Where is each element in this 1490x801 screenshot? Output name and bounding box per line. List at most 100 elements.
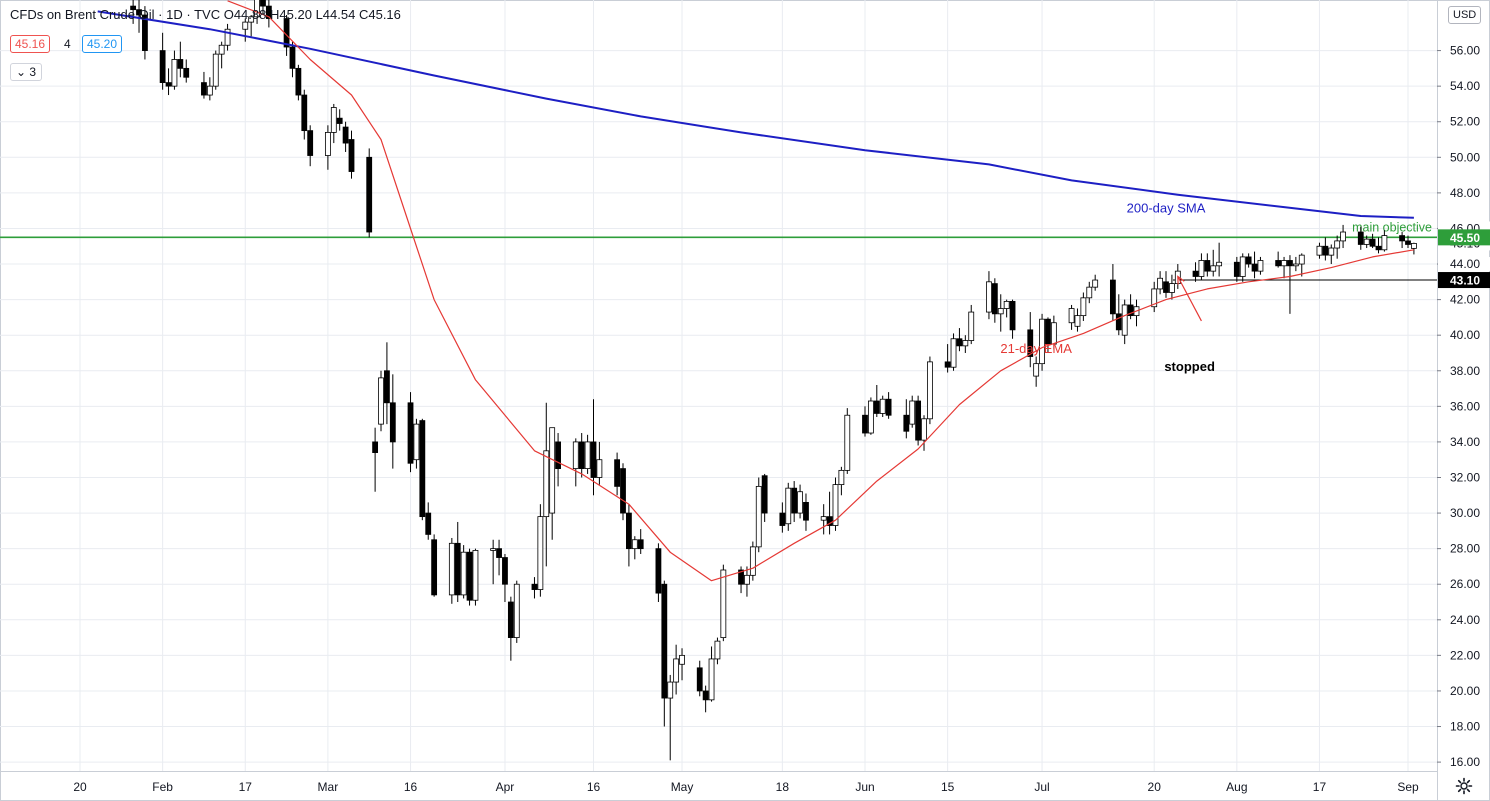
bid-price-chip[interactable]: 45.16 bbox=[10, 35, 51, 53]
candle-body bbox=[1328, 247, 1335, 256]
candle bbox=[1292, 256, 1299, 272]
candle bbox=[791, 481, 798, 522]
candles bbox=[130, 0, 1417, 761]
candle bbox=[1375, 237, 1382, 254]
symbol-legend[interactable]: CFDs on Brent Crude Oil · 1D · TVC O44.8… bbox=[10, 7, 401, 22]
gear-icon[interactable] bbox=[1454, 776, 1474, 796]
candle bbox=[1369, 233, 1376, 249]
candle-body bbox=[637, 539, 644, 550]
candle-body bbox=[224, 28, 231, 46]
candle bbox=[1298, 253, 1305, 277]
candle bbox=[862, 406, 868, 437]
candle-body bbox=[820, 516, 827, 521]
candle bbox=[997, 294, 1004, 332]
indicators-toggle-button[interactable]: ⌄ 3 bbox=[10, 63, 43, 81]
candle-body bbox=[1357, 231, 1364, 245]
candle bbox=[1198, 253, 1205, 281]
candle-body bbox=[749, 546, 756, 576]
candle-body bbox=[614, 459, 621, 487]
candle-body bbox=[1334, 240, 1341, 249]
candle bbox=[136, 0, 142, 33]
candle bbox=[330, 103, 337, 144]
candle bbox=[927, 356, 933, 425]
candle bbox=[909, 395, 916, 428]
candle-body bbox=[832, 484, 839, 526]
price-tick-label: 34.00 bbox=[1450, 435, 1480, 449]
candle-body bbox=[991, 283, 998, 315]
candle bbox=[224, 23, 231, 51]
candle-body bbox=[496, 548, 502, 558]
candle-body bbox=[330, 107, 337, 133]
candle bbox=[590, 399, 597, 496]
candle bbox=[142, 6, 148, 60]
candle-body bbox=[838, 469, 845, 486]
candle-body bbox=[260, 0, 266, 7]
candle bbox=[1169, 274, 1175, 300]
candle bbox=[968, 304, 975, 345]
candle bbox=[1086, 281, 1093, 304]
candle bbox=[507, 596, 514, 661]
candle-body bbox=[1251, 263, 1258, 272]
annotations: 200-day SMA 21-day EMA stopped bbox=[1000, 200, 1215, 373]
candle-body bbox=[962, 340, 969, 347]
candle-body bbox=[1322, 245, 1329, 256]
candle bbox=[1068, 304, 1075, 330]
candle-body bbox=[791, 487, 798, 514]
candle-body bbox=[744, 574, 750, 585]
candle-body bbox=[206, 85, 213, 96]
candle bbox=[1157, 271, 1164, 295]
candle bbox=[242, 18, 249, 42]
candle bbox=[626, 504, 632, 567]
candle-body bbox=[555, 441, 561, 469]
currency-button[interactable]: USD bbox=[1448, 6, 1482, 24]
candle-body bbox=[419, 420, 426, 518]
candle-body bbox=[909, 400, 916, 425]
candle bbox=[549, 427, 556, 540]
candle-body bbox=[885, 398, 892, 416]
candle-body bbox=[1210, 265, 1217, 272]
price-tick-label: 42.00 bbox=[1450, 293, 1480, 307]
candle bbox=[1109, 264, 1116, 321]
candle bbox=[454, 521, 461, 603]
candle bbox=[466, 548, 473, 606]
candle-body bbox=[466, 551, 473, 601]
candle-body bbox=[844, 414, 851, 471]
candle-body bbox=[826, 516, 833, 526]
candle-body bbox=[626, 512, 632, 550]
candle bbox=[1245, 253, 1252, 268]
candle bbox=[295, 64, 302, 101]
candle-body bbox=[136, 9, 142, 16]
candle-body bbox=[867, 400, 874, 434]
candle bbox=[1003, 299, 1010, 318]
candle bbox=[212, 50, 219, 90]
candle-body bbox=[921, 418, 927, 441]
ohlc-open-value: 44.88 bbox=[233, 7, 267, 22]
time-tick-label: May bbox=[671, 780, 694, 794]
candle bbox=[1399, 232, 1405, 249]
candle bbox=[502, 553, 508, 603]
candle bbox=[1357, 226, 1364, 250]
candle-body bbox=[507, 601, 514, 638]
candle bbox=[425, 502, 432, 540]
candle bbox=[206, 77, 213, 101]
candle-body bbox=[307, 130, 314, 156]
candle bbox=[1074, 308, 1081, 332]
candle bbox=[1039, 313, 1045, 371]
candle-body bbox=[1169, 283, 1175, 293]
candle-body bbox=[389, 402, 396, 443]
candle-body bbox=[761, 475, 768, 514]
time-tick-label: Jun bbox=[855, 780, 874, 794]
candle-body bbox=[1127, 304, 1134, 317]
candle bbox=[986, 271, 992, 320]
ask-price-chip[interactable]: 45.20 bbox=[82, 35, 123, 53]
candle-body bbox=[879, 398, 886, 414]
grid bbox=[0, 0, 1437, 771]
candle-body bbox=[1216, 261, 1223, 267]
candle-body bbox=[620, 468, 626, 514]
candle-body bbox=[201, 82, 207, 96]
candle-body bbox=[655, 548, 662, 594]
candle bbox=[820, 504, 827, 535]
price-tick-label: 30.00 bbox=[1450, 506, 1480, 520]
candle-body bbox=[513, 583, 520, 638]
